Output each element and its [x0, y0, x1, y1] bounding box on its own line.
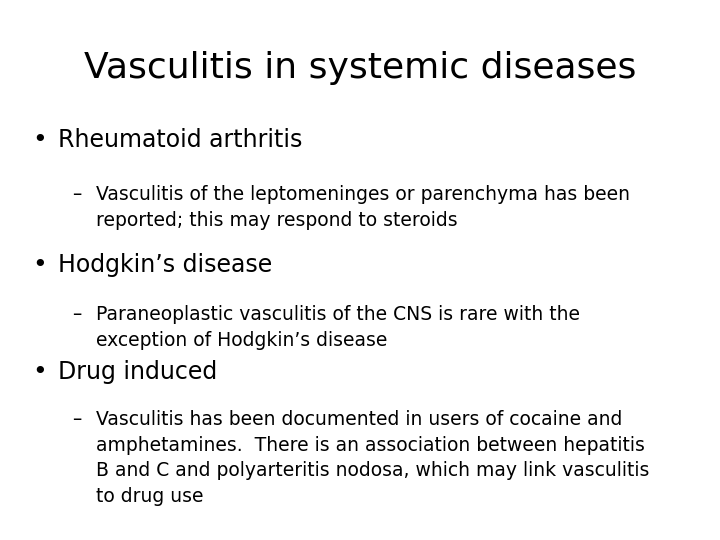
Text: –: – — [72, 410, 81, 429]
Text: •: • — [32, 360, 47, 384]
Text: •: • — [32, 253, 47, 277]
Text: •: • — [32, 128, 47, 152]
Text: Vasculitis of the leptomeninges or parenchyma has been
reported; this may respon: Vasculitis of the leptomeninges or paren… — [96, 185, 630, 230]
Text: Paraneoplastic vasculitis of the CNS is rare with the
exception of Hodgkin’s dis: Paraneoplastic vasculitis of the CNS is … — [96, 305, 580, 350]
Text: –: – — [72, 305, 81, 324]
Text: Rheumatoid arthritis: Rheumatoid arthritis — [58, 128, 302, 152]
Text: Hodgkin’s disease: Hodgkin’s disease — [58, 253, 272, 277]
Text: Drug induced: Drug induced — [58, 360, 217, 384]
Text: Vasculitis has been documented in users of cocaine and
amphetamines.  There is a: Vasculitis has been documented in users … — [96, 410, 649, 507]
Text: –: – — [72, 185, 81, 204]
Text: Vasculitis in systemic diseases: Vasculitis in systemic diseases — [84, 51, 636, 85]
